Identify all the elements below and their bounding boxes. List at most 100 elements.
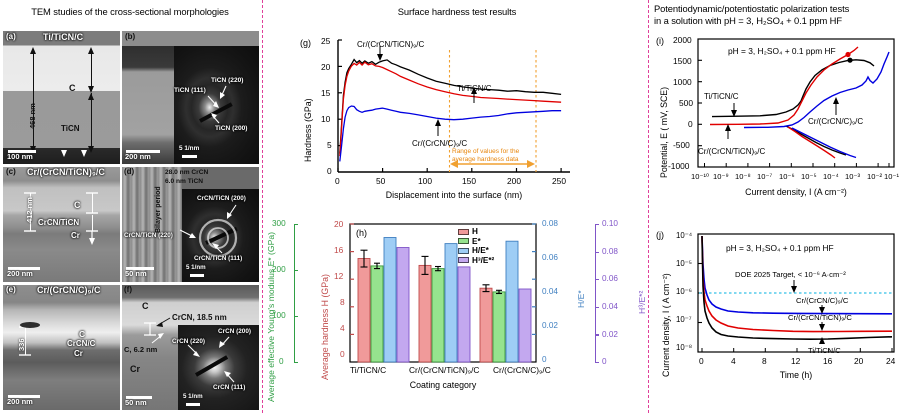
- panel-j-condition-text: pH = 3, H₂SO₄ + 0.1 ppm HF: [726, 243, 834, 253]
- panel-h-axis-h3e2: 0.10 0.08 0.06 0.04 0.02 0 H³/E*²: [595, 219, 647, 366]
- panel-i-annotation-crcnc: Cr/(CrCN/C)₉/C: [808, 117, 864, 126]
- panel-h-legend: H E* H/E* H³/E*²: [458, 227, 494, 265]
- tem-panel-c-label: (c): [6, 167, 16, 176]
- tem-panel-f-diffraction: [178, 325, 259, 410]
- panel-g-xtick-150: 150: [462, 176, 476, 186]
- panel-h-ytick-4: 4: [340, 323, 345, 333]
- panel-h-emod-tick-200: 200: [272, 265, 286, 274]
- panel-j-ytick-m4: 10⁻⁴: [676, 231, 693, 240]
- group-title-tem: TEM studies of the cross-sectional morph…: [31, 6, 229, 17]
- panel-i-plot-area: [697, 38, 895, 168]
- panel-h-ylabel: Average hardness H (GPa): [320, 274, 330, 380]
- panel-i-xtick-1: 10⁻⁹: [713, 172, 729, 181]
- panel-h-ytick-16: 16: [334, 245, 344, 255]
- tem-panel-f-label: (f): [124, 285, 132, 294]
- tem-panel-e-layer-crcnc: CrCN/C: [67, 339, 96, 348]
- tem-panel-d-bilayer-ticn: 6.0 nm TiCN: [165, 178, 203, 185]
- tem-panel-d-label: (d): [124, 167, 135, 176]
- panel-i-ytick-2000: 2000: [673, 35, 692, 45]
- panel-g-ytick-0: 0: [327, 166, 332, 176]
- tem-panel-c-layer-c: C: [74, 200, 81, 210]
- panel-h-ytick-8: 8: [340, 297, 345, 307]
- tem-panel-f-scalebar-label: 50 nm: [125, 398, 147, 407]
- panel-i-xtick-8: 10⁻²: [867, 172, 882, 181]
- tem-panel-d-spot-200: CrCN/TiCN (200): [197, 195, 246, 202]
- panel-i-label: (i): [656, 36, 664, 46]
- panel-g-xlabel: Displacement into the surface (nm): [385, 190, 523, 200]
- tem-panel-f-diff-scalebar-label: 5 1/nm: [183, 393, 203, 400]
- tem-panel-f-spot-111: CrCN (111): [213, 384, 246, 391]
- panel-h-axis-hoverestar: 0.08 0.06 0.04 0.02 0 H/E*: [536, 219, 586, 364]
- panel-h-axis-emodulus: 300 200 100 0 Average effective Young's …: [266, 219, 334, 402]
- panel-h-legend-item-hoverestar: H/E*: [458, 246, 494, 255]
- chart-panel-g: (g) Hardness (GPa) 25 20 15 10 5 0: [300, 34, 630, 209]
- panel-j-xtick-4: 4: [731, 356, 736, 366]
- tem-panel-f-spot-220: CrCN (220): [172, 338, 206, 345]
- panel-j-plot-area: [697, 233, 895, 353]
- tem-panel-a-scalebar-label: 100 nm: [7, 152, 33, 161]
- panel-h-he-tick-0: 0: [542, 355, 547, 364]
- chart-panel-i: (i) Potential, E ( mV, SCE) 2000 1500 10…: [656, 30, 899, 210]
- tem-panel-e: (e) Cr/(CrCN/C)₉/C 336 C CrCN/C Cr 200 n…: [3, 285, 120, 410]
- panel-i-annotation-titicnc: Ti/TiCN/C: [704, 92, 739, 101]
- panel-h-emod-tick-0: 0: [279, 357, 284, 366]
- panel-i-ytick-m500: -500: [673, 140, 690, 150]
- panel-j-ytick-m6: 10⁻⁶: [676, 287, 692, 296]
- tem-panel-c-scalebar: [8, 267, 40, 270]
- tem-panel-c-title: Cr/(CrCN/TiCN)₉/C: [27, 167, 105, 177]
- panel-j-xlabel: Time (h): [779, 370, 813, 380]
- panel-divider-left: [262, 0, 263, 413]
- panel-h-legend-item-h3e2: H³/E*²: [458, 256, 494, 265]
- panel-j-ytick-m8: 10⁻⁸: [676, 343, 693, 352]
- tem-panel-f-spot-200: CrCN (200): [218, 328, 252, 335]
- panel-j-ytick-m5: 10⁻⁵: [676, 259, 693, 268]
- tem-panel-e-scalebar-label: 200 nm: [7, 397, 33, 406]
- panel-h-legend-item-h: H: [458, 227, 494, 236]
- panel-g-range-note-line2: average hardness data: [452, 156, 519, 163]
- legend-label-h: H: [472, 227, 478, 236]
- panel-i-ytick-1500: 1500: [673, 56, 692, 66]
- panel-h-he-tick-008: 0.08: [542, 219, 558, 228]
- panel-h-category-1: Cr/(CrCN/TiCN)₉/C: [409, 365, 480, 375]
- chart-panel-j: (j) Current density, I ( A cm⁻²) 10⁻⁴ 10…: [656, 222, 898, 412]
- panel-g-annotation-titicnc: Ti/TiCN/C: [457, 84, 492, 93]
- panel-h-ytick-12: 12: [334, 271, 344, 281]
- panel-j-xtick-24: 24: [886, 356, 896, 366]
- panel-j-xtick-8: 8: [762, 356, 767, 366]
- panel-i-xtick-5: 10⁻⁵: [801, 172, 817, 181]
- tem-panel-a: (a) Ti/TiCN/C 468 nm C TiCN 100 nm: [3, 31, 120, 164]
- panel-i-xtick-0: 10⁻¹⁰: [691, 172, 710, 181]
- tem-panel-d-diff-scalebar: [190, 274, 204, 277]
- group-title-hardness: Surface hardness test results: [397, 6, 517, 17]
- panel-j-annotation-titicnc: Ti/TiCN/C: [808, 346, 841, 355]
- tem-panel-b-scalebar: [126, 150, 160, 153]
- group-title-polarization-line1: Potentiodynamic/potentiostatic polarizat…: [654, 3, 850, 14]
- panel-i-xtick-9: 10⁻¹: [884, 172, 899, 181]
- tem-panel-e-scalebar: [8, 395, 40, 398]
- panel-h-ytick-0: 0: [340, 349, 345, 359]
- tem-panel-d-spot-111: CrCN/TiCN (111): [194, 255, 243, 262]
- tem-panel-e-label: (e): [6, 285, 16, 294]
- tem-panel-d-bilayer-label: Bilayer period: [155, 186, 162, 233]
- tem-panel-a-title: Ti/TiCN/C: [43, 32, 84, 42]
- panel-g-ytick-5: 5: [327, 140, 332, 150]
- tem-panel-d-bilayer-crcn: 28.0 nm CrCN: [165, 169, 209, 176]
- panel-h-h3e2-tick-008: 0.08: [602, 247, 618, 256]
- tem-panel-c-scalebar-label: 200 nm: [7, 269, 33, 278]
- panel-h-h3e2-tick-004: 0.04: [602, 302, 618, 311]
- panel-h-he-tick-002: 0.02: [542, 321, 558, 330]
- panel-h-emod-tick-100: 100: [272, 311, 286, 320]
- legend-swatch-hoverestar: [458, 247, 469, 254]
- tem-panel-b-scalebar-label: 200 nm: [125, 152, 151, 161]
- panel-g-label: (g): [300, 38, 311, 48]
- panel-g-xtick-0: 0: [335, 176, 340, 186]
- panel-h-xlabel: Coating category: [409, 380, 477, 390]
- panel-i-annotation-crcnticn: Cr/(CrCN/TiCN)₉/C: [698, 147, 766, 156]
- chart-panel-h: 300 200 100 0 Average effective Young's …: [266, 212, 647, 412]
- panel-h-he-tick-006: 0.06: [542, 253, 558, 262]
- tem-panel-e-thickness: 336: [17, 338, 26, 351]
- panel-h-he-axis-title: H/E*: [576, 290, 586, 308]
- panel-g-ytick-10: 10: [321, 114, 331, 124]
- panel-h-h3e2-axis-title: H³/E*²: [637, 290, 647, 314]
